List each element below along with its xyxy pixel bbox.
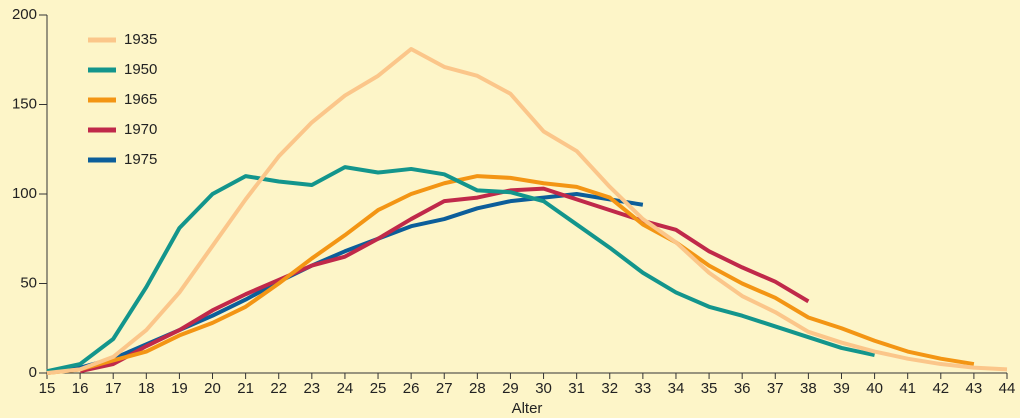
x-tick-label: 35 bbox=[701, 380, 718, 397]
legend-label: 1965 bbox=[124, 91, 157, 108]
x-tick-label: 22 bbox=[270, 380, 287, 397]
x-tick-label: 32 bbox=[601, 380, 618, 397]
x-tick-label: 38 bbox=[800, 380, 817, 397]
x-tick-label: 26 bbox=[403, 380, 420, 397]
x-tick-label: 36 bbox=[734, 380, 751, 397]
legend-label: 1975 bbox=[124, 151, 157, 168]
x-tick-label: 39 bbox=[833, 380, 850, 397]
x-tick-label: 18 bbox=[138, 380, 155, 397]
x-tick-label: 33 bbox=[635, 380, 652, 397]
legend-label: 1950 bbox=[124, 61, 157, 78]
x-tick-label: 41 bbox=[899, 380, 916, 397]
x-tick-label: 31 bbox=[568, 380, 585, 397]
series-line bbox=[46, 174, 975, 375]
series-line bbox=[46, 165, 876, 374]
x-tick-label: 24 bbox=[337, 380, 354, 397]
x-tick-label: 43 bbox=[966, 380, 983, 397]
x-tick-label: 16 bbox=[72, 380, 89, 397]
x-tick-label: 21 bbox=[237, 380, 254, 397]
x-tick-label: 28 bbox=[469, 380, 486, 397]
x-tick-label: 25 bbox=[370, 380, 387, 397]
x-tick-label: 20 bbox=[204, 380, 221, 397]
x-tick-label: 37 bbox=[767, 380, 784, 397]
x-tick-label: 40 bbox=[866, 380, 883, 397]
x-tick-label: 42 bbox=[932, 380, 949, 397]
x-axis-label: Alter bbox=[512, 400, 543, 417]
x-tick-label: 29 bbox=[502, 380, 519, 397]
x-tick-label: 30 bbox=[535, 380, 552, 397]
x-tick-label: 44 bbox=[999, 380, 1016, 397]
y-tick-label: 100 bbox=[12, 185, 37, 202]
series-line bbox=[46, 47, 1008, 375]
x-tick-label: 23 bbox=[303, 380, 320, 397]
legend-label: 1935 bbox=[124, 31, 157, 48]
y-tick-label: 50 bbox=[20, 274, 37, 291]
legend-label: 1970 bbox=[124, 121, 157, 138]
y-tick-label: 200 bbox=[12, 6, 37, 23]
series-line bbox=[46, 192, 644, 375]
x-tick-label: 34 bbox=[668, 380, 685, 397]
series-line bbox=[79, 186, 810, 374]
x-tick-label: 27 bbox=[436, 380, 453, 397]
x-tick-label: 17 bbox=[105, 380, 122, 397]
y-tick-label: 0 bbox=[29, 364, 37, 381]
x-tick-label: 19 bbox=[171, 380, 188, 397]
x-tick-label: 15 bbox=[39, 380, 56, 397]
y-tick-label: 150 bbox=[12, 95, 37, 112]
